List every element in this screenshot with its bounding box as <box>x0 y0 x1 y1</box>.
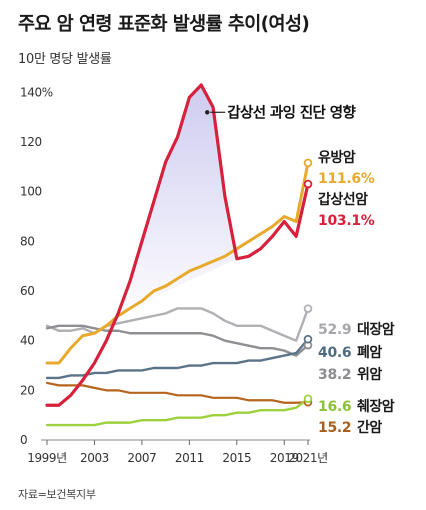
y-axis-unit-label: 10만 명당 발생률 <box>18 52 112 67</box>
y-tick-label: 40 <box>20 334 34 348</box>
source-note: 자료=보건복지부 <box>18 488 96 501</box>
series-line-5 <box>45 397 310 427</box>
series-label-value: 38.2 <box>318 367 351 383</box>
thyroid-peak-shading <box>118 84 237 314</box>
y-tick-label: 100 <box>20 185 42 199</box>
series-line-2 <box>45 307 310 342</box>
series-line-1 <box>45 83 310 407</box>
x-tick-label: 2007 <box>127 451 156 465</box>
series-label-value: 111.6% <box>318 171 375 187</box>
series-line-0 <box>45 161 310 365</box>
series-label-name: 위암 <box>357 366 382 383</box>
series-label-name: 췌장암 <box>357 398 395 415</box>
y-tick-label: 60 <box>20 284 34 298</box>
y-tick-label: 0 <box>20 433 27 447</box>
series-end-marker-3 <box>303 334 313 344</box>
series-label-name: 대장암 <box>357 321 395 338</box>
series-label-value: 15.2 <box>318 420 351 436</box>
y-tick-label: 120 <box>20 135 42 149</box>
series-label-value: 16.6 <box>318 399 351 415</box>
x-tick-label: 2011 <box>175 451 204 465</box>
annotation-dot <box>205 110 210 115</box>
series-label-name: 간암 <box>357 419 382 436</box>
series-end-marker-1 <box>303 179 313 189</box>
series-label-value: 40.6 <box>318 345 351 361</box>
x-tick-label: 1999년 <box>27 451 67 465</box>
series-label-value: 103.1% <box>318 213 375 229</box>
x-tick-label: 2019 <box>270 451 299 465</box>
chart-title: 주요 암 연령 표준화 발생률 추이(여성) <box>18 14 310 35</box>
x-tick-label: 2015 <box>222 451 251 465</box>
x-tick-label: 2003 <box>80 451 109 465</box>
series-label-value: 52.9 <box>318 322 351 338</box>
series-end-marker-0 <box>303 158 313 168</box>
series-end-marker-2 <box>303 304 313 313</box>
y-tick-label: 80 <box>20 234 34 248</box>
series-label-name: 유방암 <box>318 149 356 166</box>
y-tick-label: 20 <box>20 383 34 397</box>
series-label-name: 폐암 <box>357 344 382 361</box>
series-label-name: 갑상선암 <box>318 191 368 208</box>
x-tick-label: 2021년 <box>288 451 328 465</box>
series-line-4 <box>45 324 310 357</box>
series-line-3 <box>45 338 310 380</box>
annotation-text: 갑상선 과잉 진단 영향 <box>227 103 356 121</box>
y-tick-label: 140% <box>20 85 53 99</box>
series-end-marker-5 <box>303 394 313 404</box>
series-line-6 <box>45 381 310 404</box>
